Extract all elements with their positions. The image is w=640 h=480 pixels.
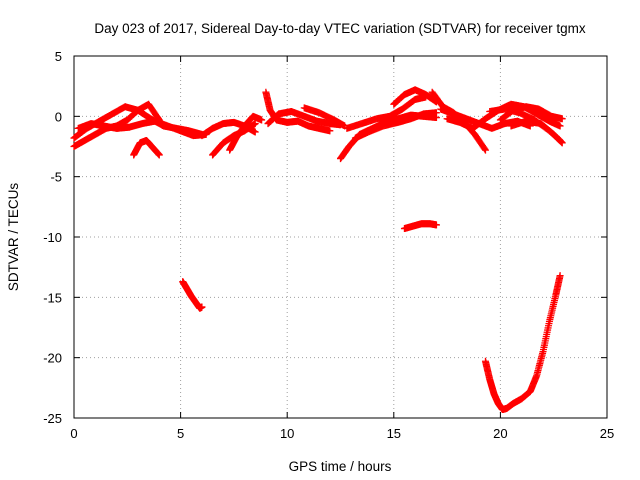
series-track-6 <box>198 118 259 140</box>
data-point <box>558 115 566 123</box>
data-point <box>432 221 440 229</box>
series-track-3 <box>74 117 210 140</box>
x-tick-label: 10 <box>280 426 294 441</box>
data-point <box>155 151 163 159</box>
data-point <box>558 139 566 147</box>
data-points <box>70 86 566 414</box>
series-track-13 <box>351 109 440 142</box>
y-tick-label: -10 <box>43 230 62 245</box>
series-track-4 <box>130 136 163 159</box>
data-point <box>556 122 564 130</box>
y-tick-labels: 5 0 -5 -10 -15 -20 -25 <box>43 49 62 426</box>
x-tick-label: 0 <box>70 426 77 441</box>
axis-ticks <box>73 55 608 419</box>
grid <box>74 56 607 418</box>
data-point <box>198 303 206 311</box>
y-tick-label: 0 <box>55 109 62 124</box>
y-tick-label: -15 <box>43 290 62 305</box>
x-axis-label: GPS time / hours <box>289 459 392 474</box>
data-point <box>556 272 564 280</box>
series-track-21 <box>400 220 440 233</box>
data-point <box>251 120 259 128</box>
x-tick-label: 20 <box>493 426 507 441</box>
data-point <box>481 145 489 153</box>
y-tick-label: -20 <box>43 351 62 366</box>
x-tick-label: 15 <box>387 426 401 441</box>
data-point <box>258 116 266 124</box>
series-track-23 <box>481 272 564 414</box>
y-tick-label: 5 <box>55 49 62 64</box>
data-point <box>481 146 489 154</box>
y-tick-label: -25 <box>43 411 62 426</box>
series-track-22 <box>179 278 206 312</box>
y-tick-label: -5 <box>50 170 62 185</box>
data-point <box>432 109 440 117</box>
y-axis-label: SDTVAR / TECUs <box>6 183 21 292</box>
x-tick-label: 5 <box>177 426 184 441</box>
series-track-14 <box>390 86 440 108</box>
data-point <box>251 128 259 136</box>
series-track-19 <box>496 103 566 124</box>
data-point <box>326 127 334 135</box>
chart-title: Day 023 of 2017, Sidereal Day-to-day VTE… <box>94 21 585 36</box>
series-track-10 <box>300 104 349 130</box>
x-tick-label: 25 <box>600 426 614 441</box>
x-tick-labels: 0 5 10 15 20 25 <box>70 426 614 441</box>
series-track-7 <box>226 112 266 154</box>
series-track-20 <box>507 117 566 147</box>
